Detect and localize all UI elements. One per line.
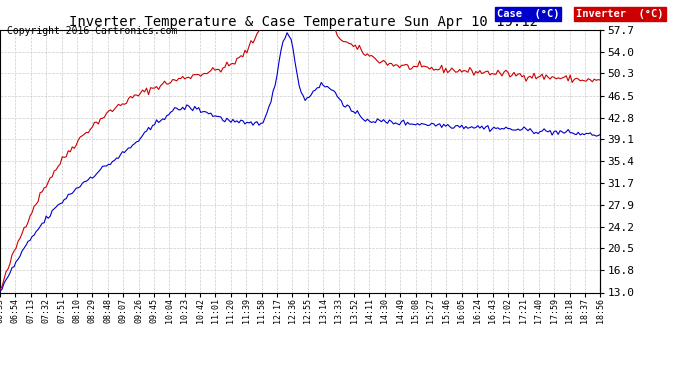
- Text: Inverter Temperature & Case Temperature Sun Apr 10 19:12: Inverter Temperature & Case Temperature …: [69, 15, 538, 29]
- Text: Case  (°C): Case (°C): [497, 9, 560, 20]
- Text: Copyright 2016 Cartronics.com: Copyright 2016 Cartronics.com: [7, 26, 177, 36]
- Text: Inverter  (°C): Inverter (°C): [576, 9, 664, 20]
